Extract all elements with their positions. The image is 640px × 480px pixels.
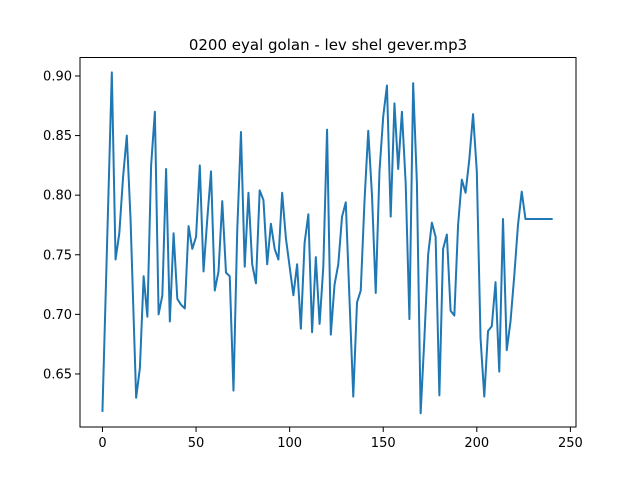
series-line-0 [101,71,553,415]
x-tick-label: 50 [188,436,205,451]
y-tick-label: 0.65 [43,367,72,382]
x-tick-label: 250 [558,436,583,451]
x-tick-label: 150 [371,436,396,451]
y-tick-label: 0.80 [43,189,72,204]
y-tick-label: 0.75 [43,248,72,263]
series-layer [101,71,553,415]
x-tick-label: 0 [98,436,106,451]
y-tick-label: 0.90 [43,69,72,84]
x-tick-label: 100 [277,436,302,451]
y-axis: 0.65 0.70 0.75 0.80 0.85 0.90 [43,69,80,382]
plot-frame [79,57,577,428]
x-axis: 0 50 100 150 200 250 [98,427,583,451]
y-tick-label: 0.70 [43,308,72,323]
chart-title: 0200 eyal golan - lev shel gever.mp3 [189,36,467,54]
y-tick-label: 0.85 [43,129,72,144]
x-tick-label: 200 [464,436,489,451]
